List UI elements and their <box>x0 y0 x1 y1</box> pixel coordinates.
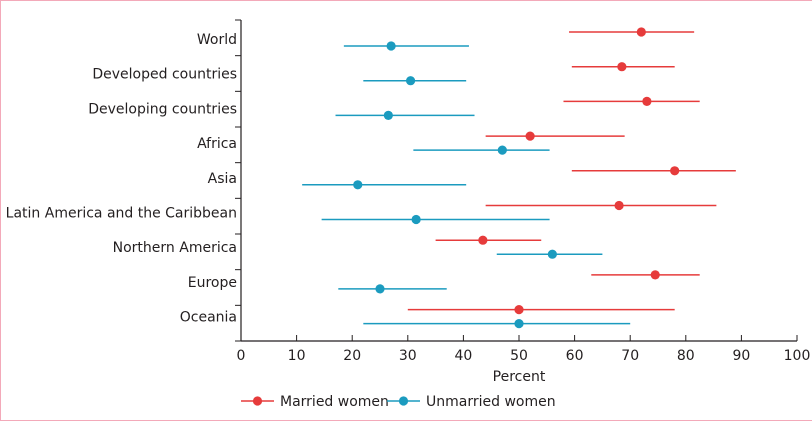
x-tick-label: 90 <box>732 348 750 364</box>
estimate-point <box>547 249 557 259</box>
category-label: Asia <box>208 171 237 187</box>
plot-marks <box>302 27 736 329</box>
legend-label: Unmarried women <box>426 394 556 410</box>
estimate-point <box>514 305 524 315</box>
estimate-point <box>375 284 385 294</box>
legend-marker <box>252 396 263 406</box>
estimate-point <box>478 235 488 245</box>
category-label: World <box>197 32 237 48</box>
estimate-point <box>497 145 507 155</box>
x-tick-label: 0 <box>237 348 246 364</box>
x-tick-label: 70 <box>621 348 639 364</box>
estimate-point <box>353 180 363 190</box>
estimate-point <box>617 62 627 72</box>
x-tick-label: 30 <box>399 348 417 364</box>
x-tick-label: 80 <box>677 348 695 364</box>
plot-axes: World Developed countries Developing count… <box>6 19 811 364</box>
legend: Married women Unmarried women <box>241 394 556 410</box>
category-label: Oceania <box>180 310 237 326</box>
x-tick-label: 60 <box>566 348 584 364</box>
estimate-point <box>642 96 652 106</box>
legend-marker <box>398 396 409 406</box>
estimate-point <box>514 319 524 329</box>
x-tick-label: 10 <box>288 348 306 364</box>
category-label: Europe <box>188 275 237 291</box>
legend-label: Married women <box>280 394 389 410</box>
estimate-point <box>411 214 421 225</box>
estimate-point <box>525 131 535 141</box>
x-tick-label: 40 <box>454 348 472 364</box>
x-axis-label: Percent <box>493 369 546 385</box>
estimate-point <box>636 27 646 37</box>
estimate-point <box>670 166 680 176</box>
x-tick-label: 20 <box>343 348 361 364</box>
category-label: Developing countries <box>88 101 237 117</box>
category-label: Africa <box>197 136 237 152</box>
estimate-point <box>383 110 393 120</box>
x-tick-label: 100 <box>784 348 811 364</box>
x-tick-label: 50 <box>510 348 528 364</box>
estimate-point <box>614 200 624 211</box>
category-label: Northern America <box>113 240 237 256</box>
estimate-point <box>650 270 660 280</box>
estimate-point <box>405 76 416 86</box>
category-label: Developed countries <box>92 67 237 83</box>
estimate-point <box>386 41 396 51</box>
category-label: Latin America and the Caribbean <box>6 206 237 222</box>
